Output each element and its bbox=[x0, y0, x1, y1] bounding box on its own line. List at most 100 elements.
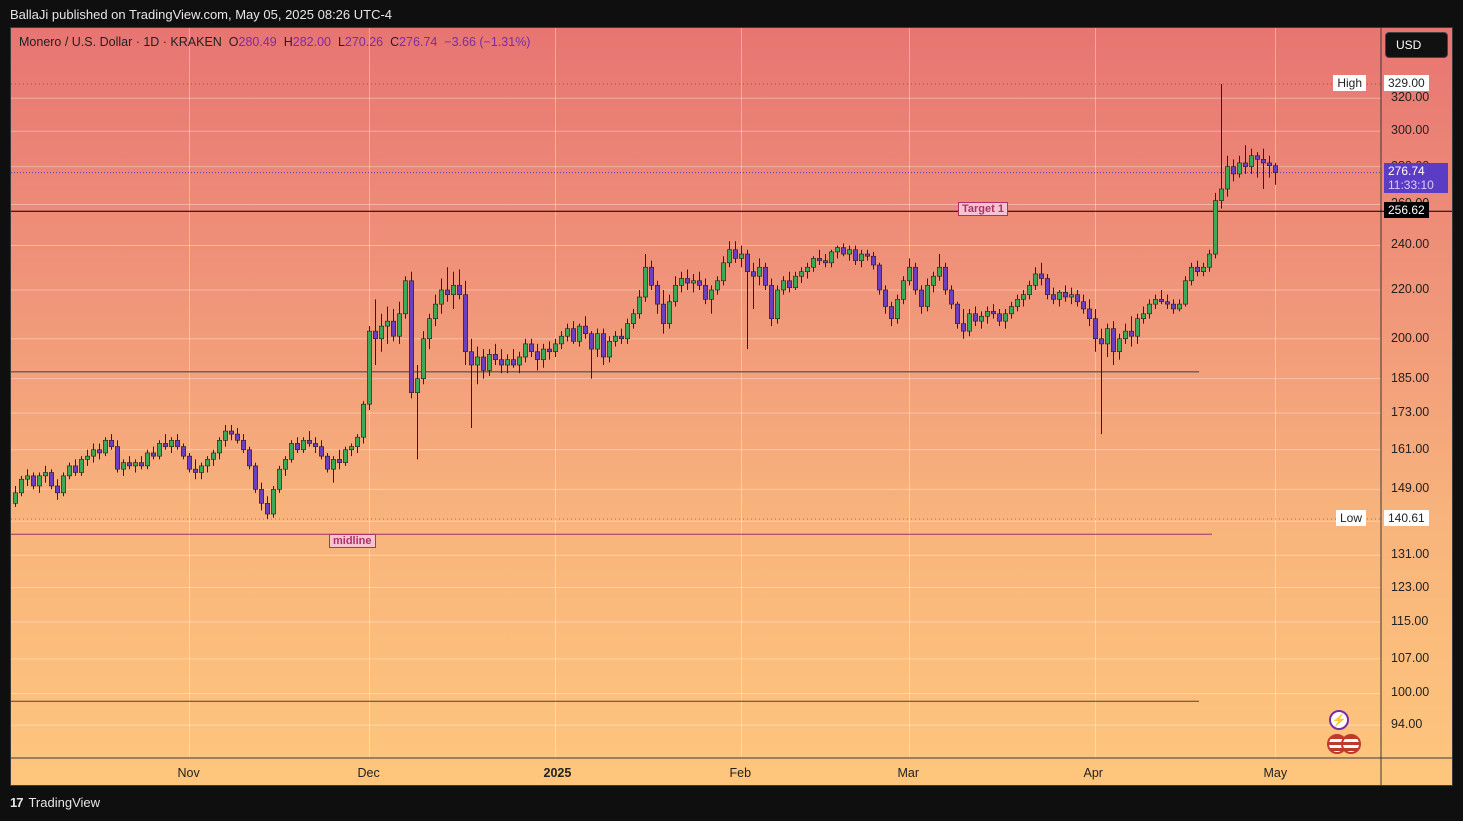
candle-body bbox=[456, 285, 462, 295]
candle-body bbox=[91, 449, 97, 457]
candle-body bbox=[972, 313, 978, 322]
close-label: C bbox=[390, 35, 400, 49]
countdown-tag: 11:33:10 bbox=[1384, 176, 1448, 193]
candle-body bbox=[1171, 303, 1177, 310]
candle-body bbox=[768, 285, 774, 319]
candle-body bbox=[708, 289, 714, 300]
candle-body bbox=[468, 351, 474, 366]
candle-body bbox=[900, 280, 906, 300]
target-line-price-tag: 256.62 bbox=[1384, 202, 1429, 219]
candle-body bbox=[282, 459, 288, 470]
price-tick-label: 173.00 bbox=[1391, 404, 1430, 419]
currency-button[interactable]: USD bbox=[1385, 32, 1448, 58]
candle-body bbox=[954, 303, 960, 324]
low-label-tag: Low bbox=[1335, 510, 1366, 527]
candle-body bbox=[1195, 266, 1201, 273]
candle-body bbox=[936, 266, 942, 277]
candle-body bbox=[846, 249, 852, 255]
candle-body bbox=[618, 335, 624, 340]
price-tick-label: 131.00 bbox=[1391, 547, 1430, 562]
candle-body bbox=[1135, 318, 1141, 337]
lightning-icon[interactable]: ⚡ bbox=[1329, 710, 1349, 730]
candle-body bbox=[139, 462, 145, 467]
candle-body bbox=[312, 443, 318, 447]
candle-body bbox=[115, 446, 121, 470]
candle-body bbox=[612, 335, 618, 342]
candle-body bbox=[181, 446, 187, 457]
candle-body bbox=[1008, 306, 1014, 315]
candle-body bbox=[498, 359, 504, 366]
candle-body bbox=[756, 266, 762, 277]
candle-body bbox=[810, 258, 816, 268]
candle-body bbox=[276, 468, 282, 490]
midline-annotation[interactable]: midline bbox=[329, 534, 376, 548]
chart-pane[interactable]: Monero / U.S. Dollar · 1D · KRAKEN O280.… bbox=[10, 27, 1453, 786]
candle-body bbox=[816, 258, 822, 261]
candle-body bbox=[396, 313, 402, 337]
candle-body bbox=[1249, 155, 1255, 167]
candle-body bbox=[918, 289, 924, 307]
candle-body bbox=[858, 253, 864, 261]
candle-body bbox=[1014, 299, 1020, 307]
candle-body bbox=[948, 289, 954, 305]
candle-body bbox=[780, 280, 786, 291]
candle-body bbox=[318, 446, 324, 457]
candle-body bbox=[558, 335, 564, 345]
change-value: −3.66 (−1.31%) bbox=[444, 35, 531, 49]
candle-body bbox=[750, 271, 756, 277]
high-label-tag: High bbox=[1333, 75, 1366, 92]
candle-body bbox=[654, 285, 660, 305]
candle-body bbox=[480, 356, 486, 371]
candle-body bbox=[223, 430, 229, 441]
candle-body bbox=[978, 315, 984, 322]
candle-body bbox=[828, 251, 834, 264]
candle-body bbox=[1177, 303, 1183, 310]
candle-body bbox=[103, 440, 109, 454]
time-tick-label: May bbox=[1263, 766, 1288, 780]
candle-body bbox=[522, 343, 528, 358]
symbol-name[interactable]: Monero / U.S. Dollar · 1D · KRAKEN bbox=[19, 35, 222, 49]
candle-body bbox=[666, 301, 672, 324]
candle-body bbox=[744, 253, 750, 273]
open-label: O bbox=[228, 35, 239, 49]
price-tick-label: 115.00 bbox=[1391, 613, 1429, 628]
price-tick-label: 123.00 bbox=[1391, 579, 1430, 594]
candle-body bbox=[678, 278, 684, 286]
candle-body bbox=[414, 378, 420, 393]
candle-body bbox=[288, 443, 294, 460]
candle-body bbox=[187, 455, 193, 470]
brand-name[interactable]: TradingView bbox=[28, 795, 101, 810]
candle-body bbox=[127, 462, 133, 467]
candle-body bbox=[360, 403, 366, 438]
target-annotation[interactable]: Target 1 bbox=[958, 202, 1008, 216]
candle-body bbox=[175, 440, 181, 447]
candle-body bbox=[348, 446, 354, 451]
us-flag-icon-2[interactable] bbox=[1341, 734, 1361, 754]
candle-body bbox=[372, 330, 378, 340]
candle-body bbox=[109, 440, 115, 447]
footer: 17 TradingView bbox=[10, 795, 100, 810]
candle-body bbox=[642, 266, 648, 298]
candle-body bbox=[79, 459, 85, 473]
candle-body bbox=[133, 462, 139, 467]
candle-body bbox=[1219, 188, 1225, 201]
candle-body bbox=[924, 285, 930, 307]
candle-body bbox=[265, 503, 271, 515]
price-tick-label: 200.00 bbox=[1391, 330, 1430, 345]
candle-body bbox=[66, 465, 72, 477]
candle-body bbox=[241, 440, 247, 451]
tradingview-logo-icon[interactable]: 17 bbox=[10, 795, 24, 810]
candle-body bbox=[738, 253, 744, 259]
candle-body bbox=[582, 325, 588, 334]
low-value: 270.26 bbox=[344, 35, 384, 49]
candle-body bbox=[1189, 266, 1195, 282]
candle-body bbox=[804, 266, 810, 273]
candle-body bbox=[19, 478, 25, 494]
candle-body bbox=[1026, 285, 1032, 295]
candle-body bbox=[1225, 166, 1231, 190]
candle-body bbox=[1201, 266, 1207, 273]
candle-body bbox=[492, 354, 498, 360]
candle-body bbox=[930, 275, 936, 286]
price-chart[interactable] bbox=[11, 28, 1452, 785]
candle-body bbox=[1099, 338, 1105, 345]
